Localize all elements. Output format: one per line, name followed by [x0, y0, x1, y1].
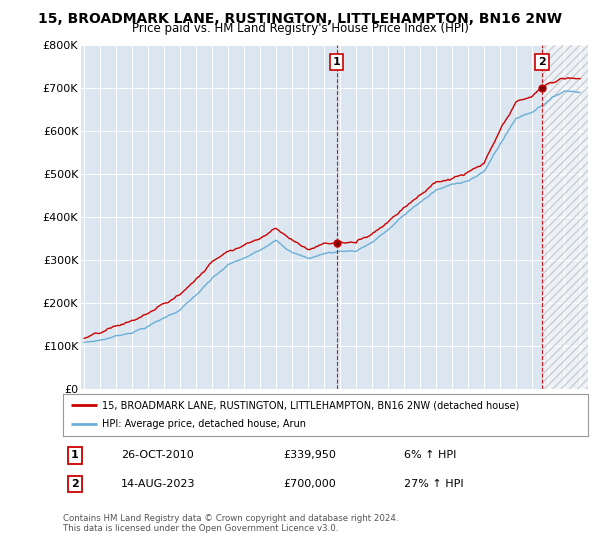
Text: 2: 2 [71, 479, 79, 489]
Text: 1: 1 [71, 450, 79, 460]
Text: HPI: Average price, detached house, Arun: HPI: Average price, detached house, Arun [103, 419, 307, 430]
Text: 15, BROADMARK LANE, RUSTINGTON, LITTLEHAMPTON, BN16 2NW: 15, BROADMARK LANE, RUSTINGTON, LITTLEHA… [38, 12, 562, 26]
Text: 6% ↑ HPI: 6% ↑ HPI [404, 450, 457, 460]
Text: £339,950: £339,950 [284, 450, 337, 460]
Text: 15, BROADMARK LANE, RUSTINGTON, LITTLEHAMPTON, BN16 2NW (detached house): 15, BROADMARK LANE, RUSTINGTON, LITTLEHA… [103, 400, 520, 410]
Text: 27% ↑ HPI: 27% ↑ HPI [404, 479, 464, 489]
Text: £700,000: £700,000 [284, 479, 336, 489]
Text: 14-AUG-2023: 14-AUG-2023 [121, 479, 195, 489]
Text: 1: 1 [333, 57, 341, 67]
Bar [542, 45, 588, 389]
Text: Contains HM Land Registry data © Crown copyright and database right 2024.
This d: Contains HM Land Registry data © Crown c… [63, 514, 398, 534]
Text: 2: 2 [538, 57, 546, 67]
Text: Price paid vs. HM Land Registry's House Price Index (HPI): Price paid vs. HM Land Registry's House … [131, 22, 469, 35]
Text: 26-OCT-2010: 26-OCT-2010 [121, 450, 193, 460]
